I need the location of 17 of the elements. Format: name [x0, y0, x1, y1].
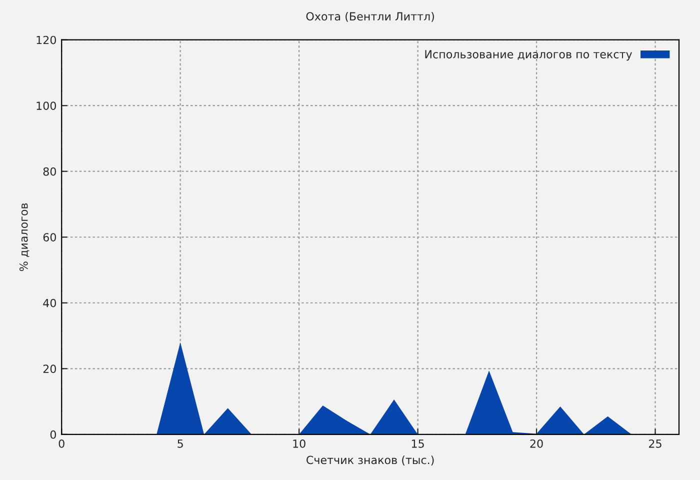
chart-title: Охота (Бентли Литтл)	[306, 12, 434, 22]
y-tick-label: 80	[43, 167, 56, 176]
y-tick-label: 0	[50, 430, 56, 439]
y-tick-label: 60	[43, 233, 56, 242]
y-tick-label: 20	[43, 364, 56, 374]
y-axis-title: % диалогов	[19, 203, 30, 271]
x-tick-label: 10	[293, 439, 306, 448]
legend-label: Использование диалогов по тексту	[425, 50, 632, 61]
x-tick-label: 25	[649, 439, 662, 448]
x-axis-title: Счетчик знаков (тыс.)	[306, 456, 434, 466]
y-tick-label: 40	[43, 298, 56, 308]
y-tick-label: 120	[36, 36, 56, 44]
y-tick-label: 100	[36, 102, 56, 110]
x-tick-label: 0	[58, 439, 64, 448]
x-tick-label: 15	[412, 440, 424, 448]
x-tick-label: 20	[530, 439, 543, 448]
x-tick-label: 5	[178, 440, 183, 448]
